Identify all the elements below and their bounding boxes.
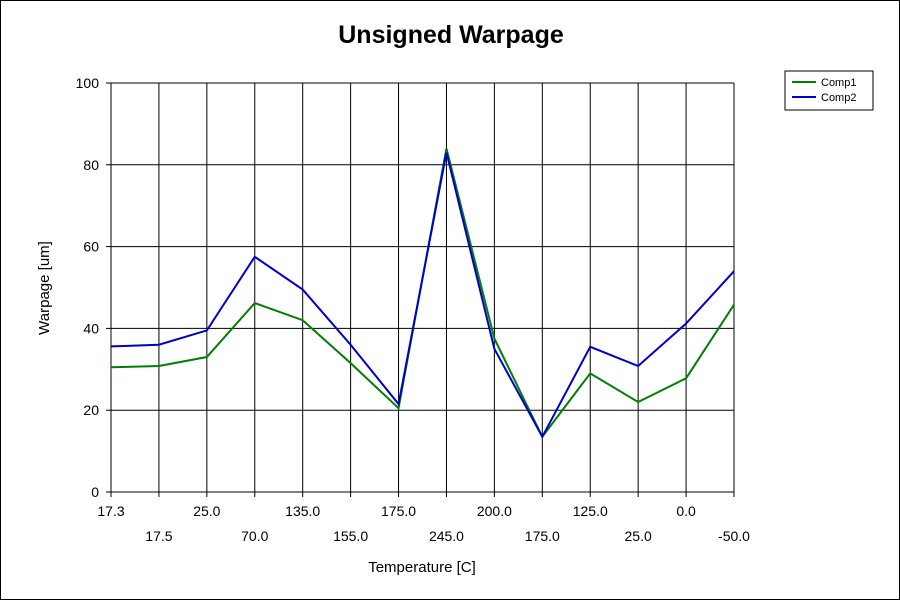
legend-box: [784, 70, 874, 111]
x-tick-label: 175.0: [525, 528, 560, 544]
y-tick-label: 0: [91, 484, 99, 500]
y-tick-label: 40: [83, 320, 99, 336]
x-tick-label: 125.0: [573, 503, 608, 519]
grid-lines: [106, 82, 735, 497]
x-axis-label: Temperature [C]: [368, 559, 476, 576]
series-line-comp2: [110, 152, 735, 439]
chart-title: Unsigned Warpage: [338, 21, 564, 49]
x-tick-label: 25.0: [625, 528, 652, 544]
x-tick-label: 17.5: [145, 528, 172, 544]
x-tick-label: -50.0: [718, 528, 750, 544]
legend-label: Comp2: [821, 92, 856, 104]
x-tick-label: 155.0: [333, 528, 368, 544]
x-tick-label: 17.3: [97, 503, 124, 519]
x-tick-label: 135.0: [285, 503, 320, 519]
x-tick-label: 200.0: [477, 503, 512, 519]
y-tick-label: 20: [83, 402, 99, 418]
series-group: [110, 148, 735, 439]
y-tick-label: 80: [83, 157, 99, 173]
y-tick-label: 60: [83, 239, 99, 255]
y-tick-label: 100: [76, 75, 100, 91]
x-tick-label: 0.0: [676, 503, 696, 519]
x-tick-label: 70.0: [241, 528, 268, 544]
x-tick-label: 25.0: [193, 503, 220, 519]
x-tick-label: 245.0: [429, 528, 464, 544]
series-line-comp1: [110, 148, 735, 439]
legend: Comp1 Comp2: [784, 70, 874, 111]
y-axis-label: Warpage [um]: [36, 241, 53, 335]
legend-label: Comp1: [821, 77, 856, 89]
y-axis-ticks: 0 20 40 60 80 100: [76, 75, 100, 500]
x-tick-label: 175.0: [381, 503, 416, 519]
x-axis-ticks: 17.3 17.5 25.0 70.0 135.0 155.0 175.0 245.0 200.…: [97, 503, 750, 544]
